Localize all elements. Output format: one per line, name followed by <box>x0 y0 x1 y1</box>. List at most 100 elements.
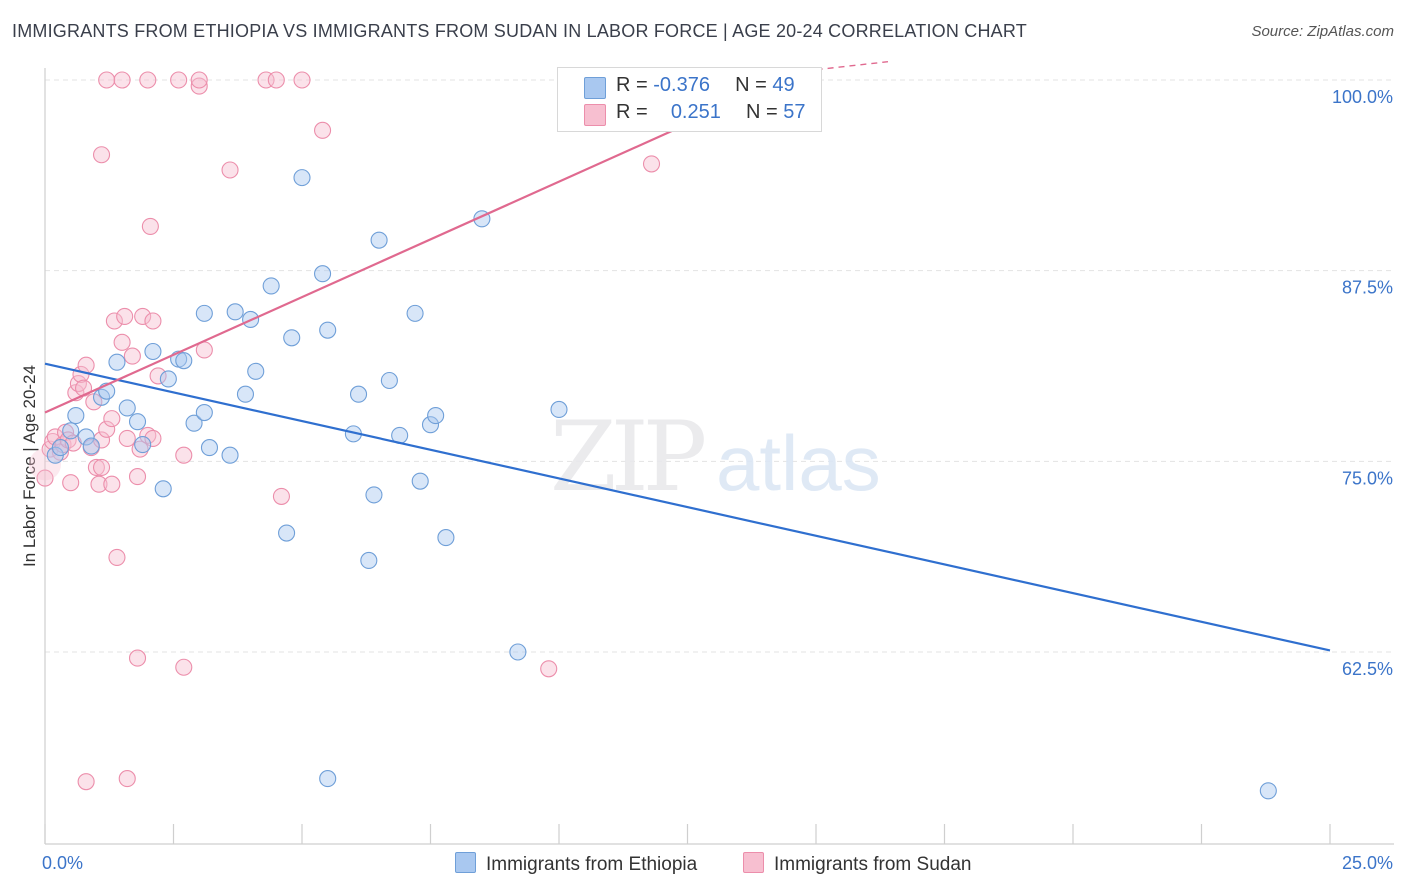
sudan-point <box>221 161 239 179</box>
sudan-point <box>175 446 193 464</box>
ethiopia-point <box>195 403 213 422</box>
ethiopia-r-value: -0.376 <box>653 74 710 96</box>
ethiopia-point <box>509 643 527 661</box>
ethiopia-point <box>221 446 239 464</box>
ethiopia-point <box>195 304 213 322</box>
ethiopia-point <box>108 353 126 371</box>
sudan-n-value: 57 <box>783 101 806 123</box>
sudan-point <box>118 770 136 788</box>
bottom-ethiopia-swatch <box>455 852 476 873</box>
stats-legend: R = -0.376 N = 49 R = 0.251 N = 57 <box>557 67 822 132</box>
bottom-ethiopia-label: Immigrants from Ethiopia <box>486 854 698 875</box>
ethiopia-point <box>262 277 280 295</box>
chart-title: IMMIGRANTS FROM ETHIOPIA VS IMMIGRANTS F… <box>12 21 1027 41</box>
ethiopia-point <box>278 524 296 542</box>
sudan-point <box>134 307 152 325</box>
ethiopia-point <box>226 303 244 321</box>
bottom-legend-ethiopia: Immigrants from Ethiopia <box>455 852 697 876</box>
ethiopia-point <box>185 414 203 432</box>
ethiopia-swatch <box>584 77 606 99</box>
watermark-atlas: atlas <box>716 419 881 507</box>
ethiopia-point <box>421 416 440 434</box>
sudan-point <box>90 475 108 493</box>
sudan-point <box>144 312 162 330</box>
sudan-point <box>190 71 208 89</box>
ethiopia-point <box>175 352 193 370</box>
watermark: ZIP atlas <box>550 401 881 513</box>
sudan-point <box>293 71 311 89</box>
ethiopia-point <box>314 265 332 283</box>
sudan-point <box>92 458 111 476</box>
ethiopia-point <box>134 436 152 454</box>
source-label: Source: ZipAtlas.com <box>1251 23 1394 40</box>
sudan-point <box>113 71 131 89</box>
sudan-points <box>29 71 661 791</box>
y-tick-label: 75.0% <box>1342 468 1393 488</box>
ethiopia-point <box>128 413 147 431</box>
sudan-point <box>92 146 111 164</box>
ethiopia-point <box>82 437 100 455</box>
ethiopia-point <box>293 169 311 187</box>
ethiopia-point <box>550 400 568 419</box>
sudan-point <box>87 458 105 476</box>
ethiopia-point <box>51 439 69 457</box>
sudan-point <box>77 773 95 791</box>
ethiopia-trend-line <box>44 362 1331 652</box>
legend-row-sudan: R = 0.251 N = 57 <box>558 101 821 127</box>
sudan-r-label: R = <box>616 101 648 123</box>
y-tick-label: 100.0% <box>1332 87 1393 107</box>
sudan-point <box>128 468 147 486</box>
bottom-legend-sudan: Immigrants from Sudan <box>743 852 971 876</box>
ethiopia-point <box>1259 782 1277 800</box>
ethiopia-point <box>283 329 301 347</box>
sudan-point <box>98 420 116 438</box>
sudan-point <box>118 429 136 448</box>
sudan-point <box>105 312 123 330</box>
trend-lines <box>44 61 1331 652</box>
sudan-point <box>123 347 141 365</box>
ethiopia-point <box>67 407 85 425</box>
sudan-point <box>103 410 121 428</box>
sudan-point <box>144 429 162 448</box>
sudan-swatch <box>584 104 606 126</box>
x-tick-label: 0.0% <box>42 853 83 873</box>
ethiopia-point <box>62 422 80 440</box>
ethiopia-point <box>118 399 136 417</box>
ethiopia-point <box>365 486 383 504</box>
ethiopia-point <box>154 480 172 498</box>
ethiopia-point <box>247 362 265 380</box>
ethiopia-point <box>144 342 162 361</box>
sudan-r-value: 0.251 <box>670 101 721 123</box>
y-tick-label: 87.5% <box>1342 278 1393 298</box>
bottom-sudan-label: Immigrants from Sudan <box>774 854 972 875</box>
ethiopia-point <box>319 321 337 339</box>
ethiopia-n-label: N = <box>735 74 767 96</box>
sudan-point <box>116 307 134 325</box>
sudan-point <box>190 77 208 95</box>
sudan-point <box>314 121 332 139</box>
ethiopia-point <box>406 304 424 322</box>
sudan-n-label: N = <box>746 101 778 123</box>
ethiopia-n-value: 49 <box>772 74 795 96</box>
y-tick-label: 62.5% <box>1342 659 1393 679</box>
ethiopia-point <box>200 439 219 457</box>
ethiopia-point <box>411 472 429 490</box>
tick-labels: 62.5% 75.0% 87.5% 100.0% 0.0% 25.0% <box>42 87 1393 873</box>
sudan-point <box>36 469 54 487</box>
ethiopia-point <box>360 551 378 570</box>
sudan-cluster-point <box>29 448 61 481</box>
sudan-point <box>267 71 285 89</box>
sudan-point <box>540 660 558 678</box>
ethiopia-points <box>46 169 1277 800</box>
ethiopia-point <box>380 371 398 390</box>
ethiopia-point <box>370 231 388 249</box>
sudan-point <box>139 426 157 444</box>
ethiopia-point <box>319 770 337 788</box>
ethiopia-point <box>427 407 445 425</box>
grid-lines <box>45 79 1394 653</box>
sudan-point <box>257 71 275 89</box>
sudan-point <box>98 71 116 89</box>
sudan-point <box>108 548 126 566</box>
sudan-point <box>149 367 167 385</box>
